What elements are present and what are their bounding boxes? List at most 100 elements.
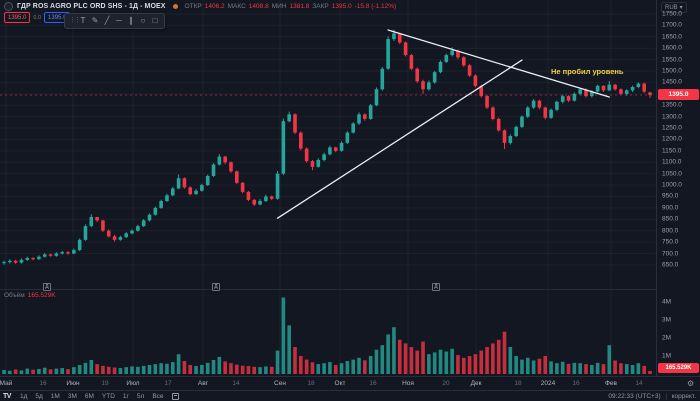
price-tick-label: 1100.0 [662,158,682,166]
descending-resistance-trendline[interactable] [387,29,610,98]
volume-tick-label: 4M [662,298,672,306]
volume-value: 165.529K [27,292,56,299]
time-tick-label: 18 [307,380,315,387]
range-button-5л[interactable]: 5л [136,393,145,400]
dividend-marker[interactable]: Д [432,283,440,291]
time-tick-label: 16 [39,380,47,387]
drawing-toolbar: ⋮⋮ T ✎ ╱ ─ ∥ ○ □ [64,13,165,29]
symbol-title[interactable]: ГДР ROS AGRO PLC ORD SHS - 1Д - MOEX [17,3,166,10]
close-value: 1395.0 [331,3,352,10]
range-button-6М[interactable]: 6М [84,393,94,400]
rectangle-tool-button[interactable]: □ [152,16,158,25]
price-tick-label: 650.0 [662,261,679,269]
price-tick-label: 800.0 [662,227,679,235]
ohlc-readout: ОТКР 1406.2 МАКС 1408.8 МИН 1381.8 ЗАКР … [185,3,397,10]
range-button-Все[interactable]: Все [152,393,164,400]
volume-tick-label: 3M [662,316,672,324]
time-tick-label: 18 [514,380,522,387]
price-tick-label: 1000.0 [662,181,682,189]
brush-tool-button[interactable]: ✎ [91,16,99,25]
price-tick-label: 1450.0 [662,78,682,86]
trendline-tool-button[interactable]: ╱ [104,16,110,25]
horizontal-line-tool-button[interactable]: ─ [116,16,122,25]
range-button-YTD[interactable]: YTD [101,393,115,400]
dividend-marker[interactable]: Д [212,283,220,291]
open-label: ОТКР [184,3,202,10]
time-tick-label: Дек [470,380,482,387]
range-buttons: 1д 5д 1М 3М 6М YTD 1г 5л Все [16,393,168,400]
volume-label: Объём [4,292,25,299]
time-tick-label: Сен [274,380,286,387]
price-tick-label: 1350.0 [662,101,682,109]
change-value: -15.8 (-1.12%) [354,3,397,10]
volume-value-badge: 165.529K [658,363,699,373]
price-tick-label: 1200.0 [662,135,682,143]
ascending-support-trendline[interactable] [276,59,523,219]
currency-selector[interactable]: RUB ▾ [661,2,687,13]
symbol-logo-icon [4,2,13,11]
price-scale[interactable]: RUB ▾ 1750.0 1700.0 1650.0 1600.0 1550.0 1500… [656,0,700,376]
price-tick-label: 1650.0 [662,33,682,41]
price-tick-label: 1300.0 [662,113,682,121]
range-button-1М[interactable]: 1М [50,393,60,400]
time-tick-label: Фев [604,380,618,387]
price-tick-label: 750.0 [662,238,679,246]
bottom-toolbar: TV 1д 5д 1М 3М 6М YTD 1г 5л Все 09:22:33 (UTC+3)… [0,390,700,401]
time-tick-label: Авг [197,380,209,387]
gear-icon[interactable]: ⚙ [687,379,695,388]
currency-label: RUB [665,4,678,11]
sell-button[interactable]: 1395.0 [4,12,31,23]
volume-tick-label: 2M [662,334,672,342]
tradingview-logo[interactable]: TV [3,393,11,400]
time-tick-label: 19 [101,380,109,387]
price-tick-label: 1050.0 [662,170,682,178]
open-value: 1406.2 [204,3,225,10]
price-tick-label: 1150.0 [662,147,682,155]
price-tick-label: 1750.0 [662,10,682,18]
price-tick-label: 850.0 [662,215,679,223]
price-tick-label: 1600.0 [662,44,682,52]
chevron-down-icon: ▾ [679,5,683,11]
high-label: МАКС [227,3,246,10]
time-tick-label: 2024 [540,380,556,387]
adjust-toggle[interactable]: коррект. [671,393,696,400]
last-price-badge: 1395.0 [658,89,699,101]
time-scale[interactable]: ⚙ Май 16 Июн 19 Июл 17 Авг 14 Сен 18 Окт 16 Ноя 20 Дек… [0,376,700,391]
market-status-icon[interactable] [172,4,178,9]
time-tick-label: Июн [66,380,80,387]
price-tick-label: 1500.0 [662,67,682,75]
time-tick-label: Окт [334,380,346,387]
text-tool-button[interactable]: T [80,16,86,25]
volume-tick-label: 1M [662,352,672,360]
range-button-1д[interactable]: 1д [19,393,28,400]
ellipse-tool-button[interactable]: ○ [140,16,146,25]
dividend-marker[interactable]: Д [43,283,51,291]
time-tick-label: 17 [164,380,172,387]
parallel-channel-tool-button[interactable]: ∥ [129,16,133,25]
price-tick-label: 950.0 [662,192,679,200]
time-tick-label: 16 [369,380,377,387]
range-button-1г[interactable]: 1г [122,393,129,400]
chart-annotation-text[interactable]: Не пробил уровень [551,67,624,76]
range-button-5д[interactable]: 5д [35,393,43,400]
go-to-date-icon[interactable] [171,393,179,400]
time-tick-label: 14 [232,380,240,387]
price-tick-label: 700.0 [662,250,679,257]
range-button-3М[interactable]: 3М [67,393,77,400]
price-tick-label: 1550.0 [662,56,682,64]
divider [665,393,667,400]
low-label: МИН [271,3,287,10]
price-tick-label: 1700.0 [662,21,682,29]
bottom-bar-right: 09:22:33 (UTC+3) коррект. [608,393,700,400]
drag-handle-icon[interactable]: ⋮⋮ [69,17,81,24]
high-value: 1408.8 [248,3,269,10]
time-tick-label: Ноя [402,380,414,387]
clock-text[interactable]: 09:22:33 (UTC+3) [608,393,661,400]
time-tick-label: Май [0,380,13,387]
time-tick-label: 16 [572,380,580,387]
spread-value: 0.0 [33,14,42,21]
close-label: ЗАКР [312,3,329,10]
time-tick-label: Июл [126,380,140,387]
